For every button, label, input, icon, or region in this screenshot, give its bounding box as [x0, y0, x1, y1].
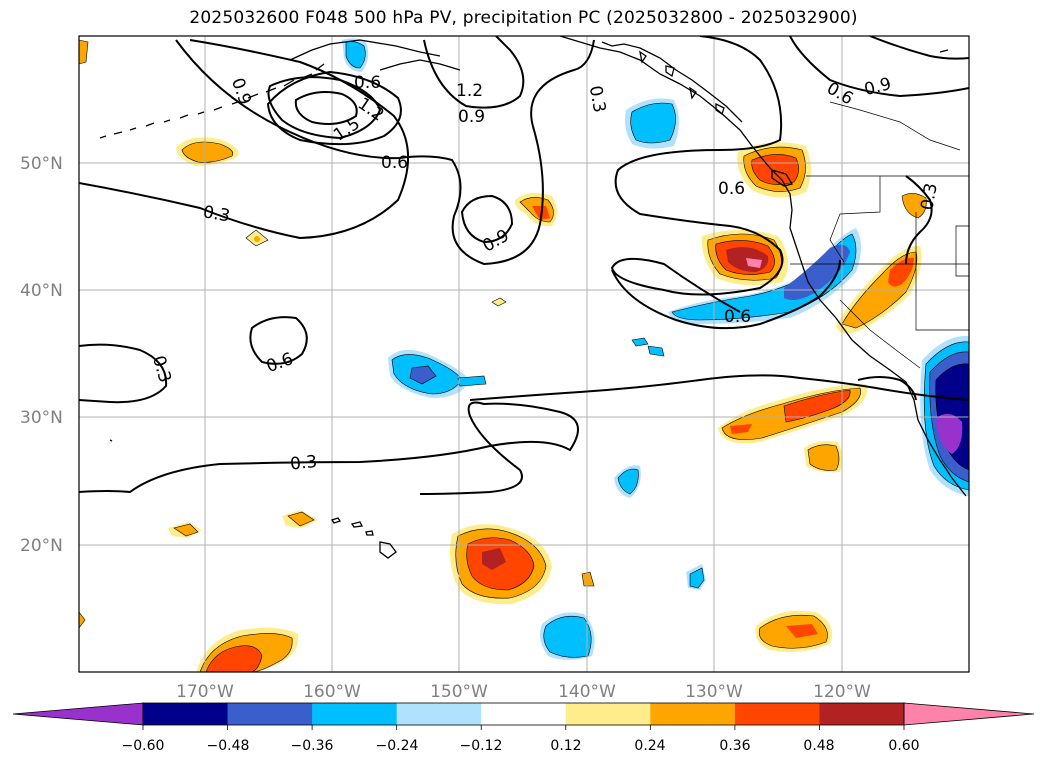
colorbar-tick-label: −0.36	[291, 738, 334, 754]
map-plot-area: 0.9 0.6 1.2 1.5 0.3 1.2 0.9 0.3 0.6 0.9 …	[79, 36, 969, 672]
contour-label: 0.3	[917, 182, 941, 212]
lon-label-160w: 160°W	[303, 682, 361, 702]
colorbar-segment	[650, 703, 736, 725]
land-borders	[790, 101, 969, 369]
lat-label-20n: 20°N	[20, 536, 63, 556]
lon-label-140w: 140°W	[558, 682, 616, 702]
contour-label: 0.9	[458, 107, 485, 127]
lon-label-120w: 120°W	[813, 682, 871, 702]
lon-label-150w: 150°W	[430, 682, 488, 702]
lon-label-130w: 130°W	[685, 682, 743, 702]
lat-label-30n: 30°N	[20, 408, 63, 428]
colorbar-segment	[734, 703, 820, 725]
colorbar-tick-label: 0.36	[719, 738, 750, 754]
colorbar-extend-low	[12, 702, 144, 726]
contour-label: 1.2	[456, 81, 483, 101]
contour-label: 0.3	[201, 202, 231, 226]
colorbar-tick-label: −0.48	[207, 738, 250, 754]
lat-label-50n: 50°N	[20, 154, 63, 174]
colorbar-tick-label: −0.24	[376, 738, 419, 754]
colorbar-segment	[565, 703, 651, 725]
colorbar-tick-label: 0.12	[550, 738, 581, 754]
colorbar-tick-label: −0.60	[122, 738, 165, 754]
contour-label: 0.6	[718, 179, 745, 199]
pv-contours	[79, 36, 969, 495]
colorbar-tick-label: 0.60	[888, 738, 919, 754]
colorbar: −0.60 −0.48 −0.36 −0.24 −0.12 0.12 0.24 …	[12, 702, 1035, 754]
lat-label-40n: 40°N	[20, 281, 63, 301]
contour-label: 0.6	[354, 73, 381, 93]
contour-label: 0.6	[381, 153, 408, 173]
colorbar-segment	[396, 703, 482, 725]
map-title: 2025032600 F048 500 hPa PV, precipitatio…	[189, 8, 858, 28]
precip-shading	[79, 38, 969, 672]
longitude-labels: 170°W 160°W 150°W 140°W 130°W 120°W	[176, 682, 871, 702]
contour-labels: 0.9 0.6 1.2 1.5 0.3 1.2 0.9 0.3 0.6 0.9 …	[148, 73, 942, 475]
colorbar-extend-high	[903, 702, 1035, 726]
colorbar-segment	[481, 703, 567, 725]
colorbar-ticks: −0.60 −0.48 −0.36 −0.24 −0.12 0.12 0.24 …	[122, 738, 920, 754]
contour-label: 0.3	[585, 84, 609, 114]
colorbar-segment	[819, 703, 905, 725]
contour-label: 0.6	[724, 307, 751, 327]
colorbar-segment	[227, 703, 313, 725]
colorbar-outline	[142, 702, 905, 726]
colorbar-segments	[143, 703, 905, 725]
latitude-labels: 50°N 40°N 30°N 20°N	[20, 154, 63, 556]
colorbar-segment	[312, 703, 398, 725]
colorbar-tick-label: 0.48	[803, 738, 834, 754]
graticule	[79, 36, 969, 672]
contour-label: 0.3	[289, 452, 318, 475]
lon-label-170w: 170°W	[176, 682, 234, 702]
coastlines	[99, 36, 967, 559]
colorbar-tick-marks	[142, 725, 905, 730]
colorbar-segment	[143, 703, 229, 725]
colorbar-tick-label: 0.24	[634, 738, 665, 754]
colorbar-tick-label: −0.12	[460, 738, 503, 754]
map-frame	[78, 35, 970, 673]
